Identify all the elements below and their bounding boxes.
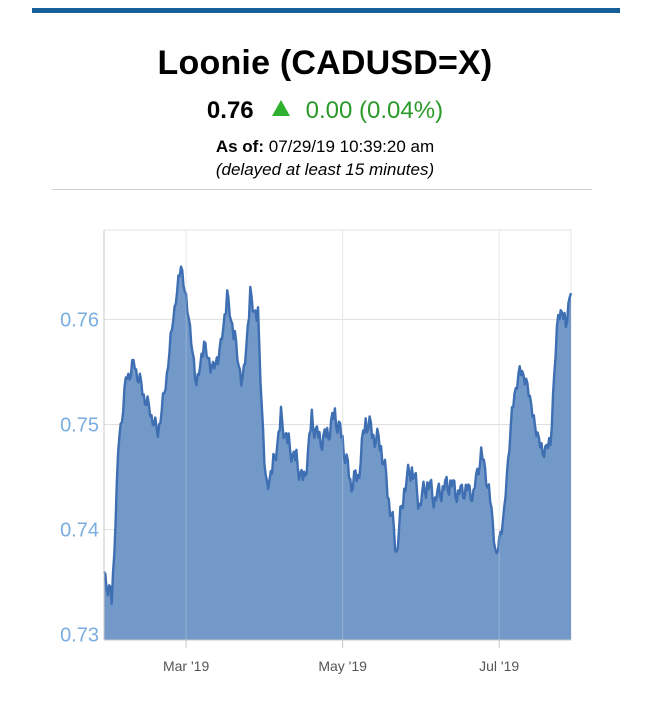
y-tick-label: 0.76 [60, 309, 99, 331]
x-tick-label: Jul '19 [479, 658, 519, 674]
as-of-line: As of: 07/29/19 10:39:20 am [0, 137, 650, 157]
as-of-label: As of: [215, 137, 264, 156]
price-line [102, 265, 573, 605]
x-tick-label: May '19 [318, 658, 367, 674]
y-tick-label: 0.73 [60, 625, 99, 647]
top-accent-bar [32, 8, 620, 13]
y-tick-label: 0.74 [60, 520, 99, 542]
up-arrow-icon [271, 100, 290, 116]
page-title: Loonie (CADUSD=X) [157, 44, 493, 82]
as-of-timestamp: 07/29/19 10:39:20 am [268, 137, 435, 156]
price-change: 0.00 (0.04%) [305, 97, 444, 124]
separator [52, 189, 592, 190]
x-tick-label: Mar '19 [163, 658, 209, 674]
quote-line: 0.76 0.00 (0.04%) [0, 97, 650, 125]
y-tick-label: 0.75 [60, 414, 99, 436]
delayed-note: (delayed at least 15 minutes) [215, 160, 435, 179]
price-area [104, 266, 571, 640]
current-price: 0.76 [206, 97, 254, 124]
